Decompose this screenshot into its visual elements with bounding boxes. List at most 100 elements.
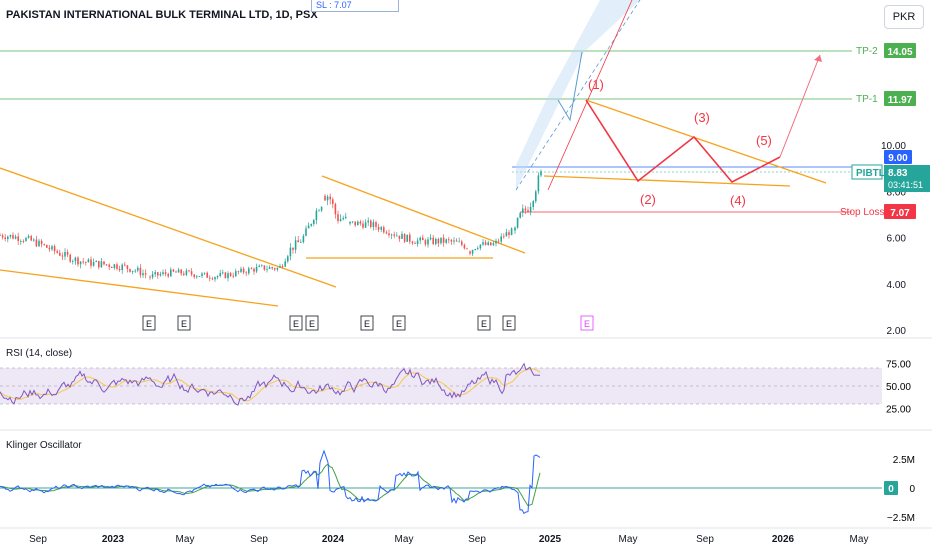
candle [227,273,229,279]
candle [450,240,453,242]
candle [100,261,103,268]
x-axis-tick: May [619,534,638,545]
candle [30,236,32,241]
candle [471,249,474,254]
ticker-value: 8.83 [888,168,908,179]
earnings-marker: E [146,319,152,329]
wave-label: (3) [694,110,710,125]
klinger-pane-label: Klinger Oscillator [6,440,82,451]
wave-label: (2) [640,192,656,207]
candle [9,234,12,237]
candle [92,262,95,266]
candle [364,222,367,228]
candle [403,233,406,242]
candle [510,228,513,236]
candle [300,242,302,243]
wave-label: (4) [730,193,746,208]
candle [144,273,147,275]
candle [289,247,292,257]
candle [495,240,497,244]
earnings-marker: E [584,319,590,329]
earnings-marker: E [364,319,370,329]
candle [175,271,177,273]
candle [250,268,253,270]
x-axis-tick: May [850,534,869,545]
candle [12,234,14,239]
ticker-tag: PIBTL [856,168,885,179]
candle [429,237,432,240]
candle [66,251,69,255]
wave-label: (5) [756,133,772,148]
candle [380,227,382,230]
candle [474,249,476,250]
candle [206,272,208,278]
candle [287,256,289,262]
candle [313,220,315,224]
candle [219,273,221,277]
tp2-value: 14.05 [887,47,912,58]
rsi-ma-line [0,368,541,402]
candle [222,272,224,274]
candle [532,201,534,207]
candle [455,240,458,242]
candle [190,271,193,275]
candle [253,268,255,272]
candle [116,264,118,269]
candle [482,242,484,245]
currency-button[interactable]: PKR [884,5,924,29]
candle [216,276,219,278]
candle [14,236,17,239]
candle [61,255,64,257]
earnings-marker-box [360,315,374,331]
candle [535,191,537,202]
candle [274,268,276,270]
candle [82,261,84,263]
candle [401,233,403,239]
earnings-marker-box [477,315,491,331]
rsi-line [0,362,540,406]
candle [17,236,19,242]
candle [245,272,247,274]
candle [74,257,77,262]
price-y-tick: 8.00 [887,187,907,198]
candle [33,239,35,241]
candle [377,226,380,230]
rsi-y-tick: 50.00 [886,382,911,393]
x-axis-tick: 2026 [772,534,795,545]
candle [484,242,487,245]
candle [201,273,203,277]
candle [318,210,320,212]
candle [22,241,25,242]
candle [126,265,129,269]
channel-right [547,0,633,191]
earnings-marker: E [293,319,299,329]
candle [203,272,206,274]
candle [345,216,347,219]
candle [432,237,434,245]
x-axis-tick: May [176,534,195,545]
candle [342,218,344,220]
tp2-value-bg [884,43,916,58]
candle [237,271,240,272]
candle [276,267,279,270]
earnings-marker-box [580,315,594,331]
candle [281,266,284,267]
candle [411,241,414,244]
klinger-y-tick: −2.5M [887,513,915,524]
candle [527,210,529,212]
candle [266,268,268,270]
candle [334,204,337,215]
candle [406,234,408,242]
klinger-y-tick: 0 [909,484,915,495]
rsi-pane-label: RSI (14, close) [6,348,73,359]
candle [540,171,542,176]
candle [442,237,445,243]
candle [198,276,201,277]
candle [351,221,354,223]
candle [514,227,516,231]
candle [258,265,260,267]
candle [103,261,105,265]
candle [427,239,429,245]
candle [469,251,471,254]
candle [162,272,164,275]
